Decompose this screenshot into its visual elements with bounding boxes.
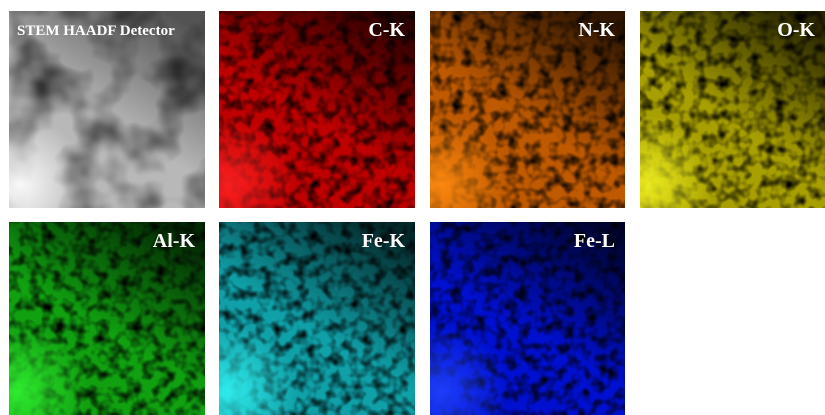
panel-label: C-K <box>368 19 405 42</box>
map-image <box>9 11 205 208</box>
map-panel: O-K <box>640 11 825 208</box>
figure: STEM HAADF Detector C-K <box>0 0 825 415</box>
panel-label: N-K <box>578 19 615 42</box>
panel-label: STEM HAADF Detector <box>17 23 175 40</box>
map-panel: Al-K <box>9 222 205 415</box>
map-panel: Fe-L <box>430 222 625 415</box>
panel-label: Fe-L <box>574 230 615 253</box>
panel-label: Al-K <box>153 230 195 253</box>
panel-label: O-K <box>777 19 815 42</box>
panel-label: Fe-K <box>362 230 405 253</box>
map-panel: C-K <box>219 11 415 208</box>
map-panel: N-K <box>430 11 625 208</box>
map-panel: Fe-K <box>219 222 415 415</box>
map-panel: STEM HAADF Detector <box>9 11 205 208</box>
